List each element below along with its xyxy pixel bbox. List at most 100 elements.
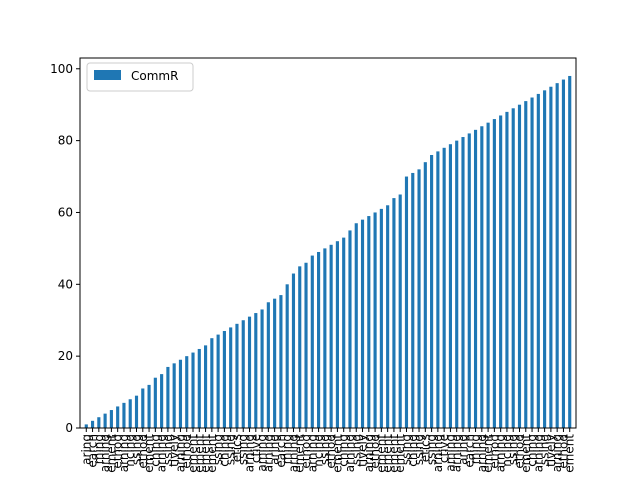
x-tick-label-34: ement — [293, 434, 307, 473]
bar-65 — [492, 119, 496, 428]
x-tick-label-62: ming — [469, 434, 483, 464]
x-tick-label-27: ctive — [249, 434, 263, 463]
bar-13 — [166, 366, 170, 428]
bar-20 — [210, 338, 214, 428]
bar-53 — [417, 169, 421, 428]
x-tick-label-25: ssing — [236, 434, 250, 465]
x-tick-label-65: ethod — [487, 434, 501, 469]
bar-45 — [367, 216, 371, 428]
x-tick-label-24: etics — [230, 434, 244, 462]
y-tick-label-4: 80 — [58, 134, 73, 148]
bar-39 — [329, 244, 333, 428]
x-tick-label-60: aring — [456, 434, 470, 465]
bar-0 — [84, 424, 88, 428]
bar-19 — [204, 345, 208, 428]
x-tick-label-31: earch — [274, 434, 288, 468]
x-tick-label-16: ethod — [180, 434, 194, 469]
bar-51 — [404, 176, 409, 428]
bar-31 — [279, 295, 283, 428]
x-tick-label-68: ssing — [506, 434, 520, 465]
x-tick-label-71: ching — [525, 434, 539, 467]
x-tick-label-53: ssing — [412, 434, 426, 465]
bar-32 — [285, 284, 289, 428]
y-axis: 0 20 40 60 80 100 — [50, 62, 80, 435]
bar-36 — [310, 255, 314, 428]
bar-37 — [317, 251, 321, 428]
bar-33 — [291, 273, 296, 428]
bar-series — [84, 75, 572, 429]
x-tick-label-30: aring — [268, 434, 282, 465]
bar-69 — [517, 104, 522, 428]
plot-frame — [79, 57, 577, 429]
bar-49 — [392, 198, 396, 428]
bar-50 — [398, 194, 402, 428]
x-tick-label-38: ssing — [318, 434, 332, 465]
x-tick-label-13: ssing — [161, 434, 175, 465]
x-tick-label-15: arning — [173, 434, 187, 472]
x-tick-label-35: ethod — [299, 434, 313, 469]
bar-27 — [254, 313, 258, 428]
bar-55 — [430, 154, 434, 428]
x-tick-label-72: arning — [531, 434, 545, 472]
bar-35 — [304, 262, 308, 428]
bar-72 — [536, 93, 540, 428]
bar-63 — [480, 126, 484, 428]
bar-62 — [473, 129, 478, 428]
x-tick-label-42: arning — [343, 434, 357, 472]
x-tick-label-26: arning — [243, 434, 257, 472]
bar-23 — [229, 327, 233, 428]
bar-1 — [90, 420, 95, 428]
bar-4 — [109, 410, 113, 428]
bar-66 — [499, 115, 503, 428]
bar-48 — [386, 205, 390, 428]
bar-5 — [116, 406, 120, 428]
x-tick-label-70: ement — [519, 434, 533, 473]
x-tick-label-66: arning — [494, 434, 508, 472]
bar-54 — [423, 162, 427, 429]
bar-43 — [354, 223, 358, 428]
bar-11 — [153, 377, 157, 428]
bar-12 — [160, 374, 164, 428]
bar-2 — [97, 417, 101, 428]
x-tick-label-6: arning — [117, 434, 131, 472]
x-tick-label-20: ement — [205, 434, 219, 473]
x-tick-label-61: earch — [462, 434, 476, 468]
bar-59 — [455, 140, 459, 429]
x-tick-label-32: ming — [280, 434, 294, 464]
bar-46 — [373, 212, 377, 428]
x-tick-label-74: tively — [544, 434, 558, 467]
bar-38 — [323, 248, 327, 428]
x-tick-label-75: arning — [550, 434, 564, 472]
x-tick-label-29: arning — [261, 434, 275, 472]
x-tick-label-55: ssing — [425, 434, 439, 465]
bar-6 — [122, 402, 126, 428]
x-tick-label-57: ctive — [437, 434, 451, 463]
x-tick-label-67: ncing — [500, 434, 514, 467]
x-tick-label-50: ement — [393, 434, 407, 473]
bar-42 — [348, 230, 352, 428]
bar-61 — [467, 133, 471, 428]
x-tick-label-12: arning — [155, 434, 169, 472]
x-tick-label-54: etics — [418, 434, 432, 462]
y-tick-label-3: 60 — [58, 205, 73, 219]
bar-67 — [505, 111, 509, 429]
x-tick-label-2: ming — [92, 434, 106, 464]
x-tick-label-3: arning — [98, 434, 112, 472]
x-tick-label-23: ssing — [224, 434, 238, 465]
bar-60 — [461, 137, 465, 429]
x-tick-label-19: ement — [199, 434, 213, 473]
x-tick-label-59: arning — [450, 434, 464, 472]
legend-swatch — [94, 70, 121, 80]
bar-70 — [524, 101, 528, 428]
x-tick-label-28: aming — [255, 434, 269, 472]
bar-41 — [342, 237, 346, 428]
bar-3 — [103, 413, 107, 428]
x-axis: aringearchmingarningementethodarningncin… — [79, 428, 577, 473]
bar-68 — [511, 108, 515, 428]
x-tick-label-8: ssing — [130, 434, 144, 465]
bar-10 — [147, 384, 151, 428]
x-tick-label-7: ncing — [123, 434, 137, 467]
bar-26 — [247, 316, 252, 428]
